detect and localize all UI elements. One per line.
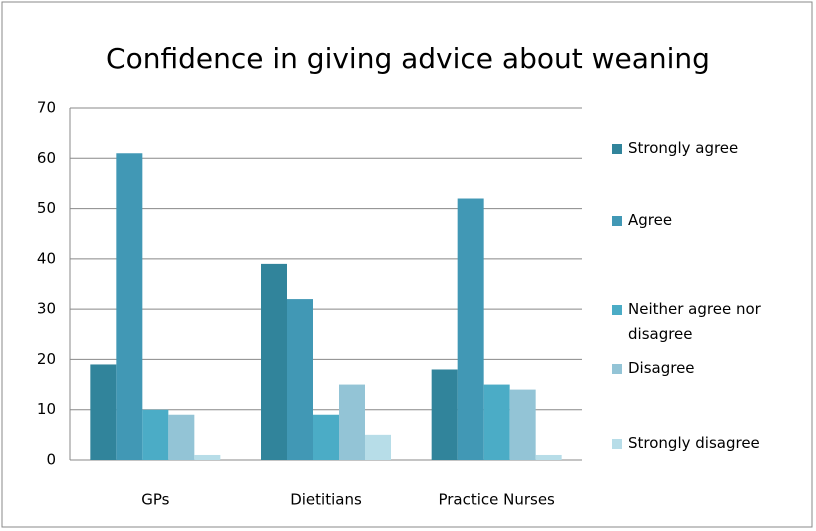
legend-item: Disagree <box>612 356 807 381</box>
x-tick-label: GPs <box>141 491 169 509</box>
y-tick-label: 70 <box>37 99 56 117</box>
y-tick-label: 10 <box>37 400 56 418</box>
bar <box>457 198 484 460</box>
bar <box>287 299 313 460</box>
legend-item: Strongly agree <box>612 136 807 161</box>
y-tick-label: 50 <box>37 199 56 217</box>
x-tick-label: Practice Nurses <box>438 491 555 509</box>
bar <box>168 414 195 460</box>
legend-item: Agree <box>612 208 807 233</box>
bar <box>142 409 169 460</box>
y-tick-label: 30 <box>37 300 56 318</box>
legend-swatch <box>612 439 622 449</box>
y-tick-label: 60 <box>37 149 56 167</box>
legend-label: Neither agree nor disagree <box>628 300 761 343</box>
legend-swatch <box>612 305 622 315</box>
legend-label: Agree <box>628 211 673 229</box>
bar <box>431 369 458 460</box>
bar <box>339 384 365 460</box>
legend-label: Strongly agree <box>628 139 739 157</box>
bar <box>90 364 117 460</box>
legend-item: Neither agree nor disagree <box>612 297 807 347</box>
bar <box>509 389 536 460</box>
legend-swatch <box>612 144 622 154</box>
y-tick-label: 40 <box>37 249 56 267</box>
legend-swatch <box>612 216 622 226</box>
legend-item: Strongly disagree <box>612 431 807 456</box>
bar <box>313 414 339 460</box>
bar <box>483 384 510 460</box>
y-tick-label: 20 <box>37 350 56 368</box>
chart-title: Confidence in giving advice about weanin… <box>106 42 710 75</box>
bar <box>194 454 221 460</box>
legend-swatch <box>612 364 622 374</box>
bar <box>365 434 391 460</box>
bar <box>535 454 562 460</box>
bar <box>261 263 287 460</box>
bar <box>116 153 143 460</box>
legend-label: Disagree <box>628 359 695 377</box>
legend-label: Strongly disagree <box>628 434 760 452</box>
y-tick-label: 0 <box>46 451 56 469</box>
x-tick-label: Dietitians <box>290 491 362 509</box>
